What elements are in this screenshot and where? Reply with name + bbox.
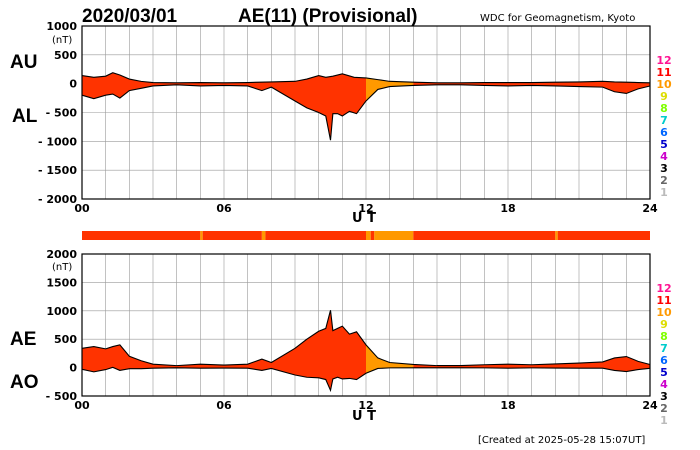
y-tick-label: 500 (54, 333, 77, 346)
coverage-segment (374, 231, 414, 240)
fill-area-partial (366, 344, 414, 374)
x-tick-label: 12 (358, 399, 373, 412)
y-tick-label: 2000 (46, 248, 77, 261)
x-tick-label: 00 (74, 399, 90, 412)
coverage-segment (261, 231, 266, 240)
legend-station-count: 7 (660, 114, 668, 127)
data-source-label: WDC for Geomagnetism, Kyoto (480, 13, 635, 24)
legend-station-count: 3 (660, 390, 668, 403)
y-tick-label: 1000 (46, 305, 77, 318)
y-tick-label: 1000 (46, 20, 77, 33)
legend-station-count: 5 (660, 366, 668, 379)
plot-frame (81, 253, 651, 397)
y-tick-label: 0 (69, 362, 77, 375)
x-tick-label: 18 (500, 399, 515, 412)
plot-title: AE(11) (Provisional) (238, 6, 418, 27)
legend-station-count: 7 (660, 342, 668, 355)
al-label: AL (12, 106, 38, 127)
x-tick-label: 24 (642, 399, 658, 412)
y-tick-label: 500 (54, 49, 77, 62)
x-tick-label: 06 (216, 202, 232, 215)
legend-station-count: 9 (660, 90, 668, 103)
legend-station-count: 6 (660, 126, 668, 139)
y-tick-label: - 500 (46, 390, 78, 403)
panel1-unit-label: (nT) (52, 35, 72, 46)
x-tick-label: 06 (216, 399, 232, 412)
x-tick-label: 24 (642, 202, 658, 215)
legend-station-count: 8 (660, 102, 668, 115)
plot-date: 2020/03/01 (82, 6, 178, 27)
panel2-x-axis-title: U T (352, 409, 376, 424)
legend-station-count: 6 (660, 354, 668, 367)
y-tick-label: - 500 (46, 107, 78, 120)
coverage-segment (200, 231, 203, 240)
x-tick-label: 12 (358, 202, 373, 215)
x-tick-label: 00 (74, 202, 90, 215)
fill-area-main (82, 72, 366, 141)
series-line-lower (81, 84, 651, 141)
ao-label: AO (10, 372, 39, 393)
coverage-segment (366, 231, 371, 240)
legend-station-count: 10 (656, 306, 672, 319)
plot-frame (81, 25, 651, 200)
series-line-upper (81, 72, 651, 84)
y-tick-label: 1500 (46, 276, 77, 289)
legend-station-count: 2 (660, 174, 668, 187)
series-line-upper (81, 310, 651, 367)
fill-area-partial (366, 77, 414, 101)
legend-station-count: 4 (660, 378, 668, 391)
y-tick-label: 0 (69, 78, 77, 91)
legend-station-count: 11 (656, 66, 671, 79)
legend-station-count: 10 (656, 78, 672, 91)
legend-station-count: 2 (660, 402, 668, 415)
legend-station-count: 9 (660, 318, 668, 331)
fill-area-main (82, 310, 366, 391)
fill-area-main-late (413, 81, 650, 94)
y-tick-label: - 1000 (38, 135, 77, 148)
au-label: AU (10, 52, 37, 73)
coverage-segment (265, 231, 366, 240)
created-timestamp: [Created at 2025-05-28 15:07UT] (478, 435, 645, 446)
legend-station-count: 1 (660, 186, 668, 199)
coverage-segment (202, 231, 262, 240)
legend-station-count: 8 (660, 330, 668, 343)
coverage-segment (82, 231, 201, 240)
station-coverage-bar (82, 231, 650, 240)
coverage-segment (557, 231, 650, 240)
legend-station-count: 1 (660, 414, 668, 427)
panel1-x-axis-title: U T (352, 211, 376, 226)
series-line-lower (81, 366, 651, 393)
legend-station-count: 12 (656, 282, 671, 295)
y-tick-label: - 2000 (38, 193, 77, 206)
legend-station-count: 5 (660, 138, 668, 151)
panel2-unit-label: (nT) (52, 262, 72, 273)
legend-station-count: 4 (660, 150, 668, 163)
coverage-segment (413, 231, 556, 240)
x-tick-label: 18 (500, 202, 515, 215)
ae-label: AE (10, 329, 36, 350)
coverage-segment (555, 231, 558, 240)
coverage-segment (370, 231, 375, 240)
y-tick-label: - 1500 (38, 164, 77, 177)
legend-station-count: 11 (656, 294, 671, 307)
legend-station-count: 12 (656, 54, 671, 67)
legend-station-count: 3 (660, 162, 668, 175)
